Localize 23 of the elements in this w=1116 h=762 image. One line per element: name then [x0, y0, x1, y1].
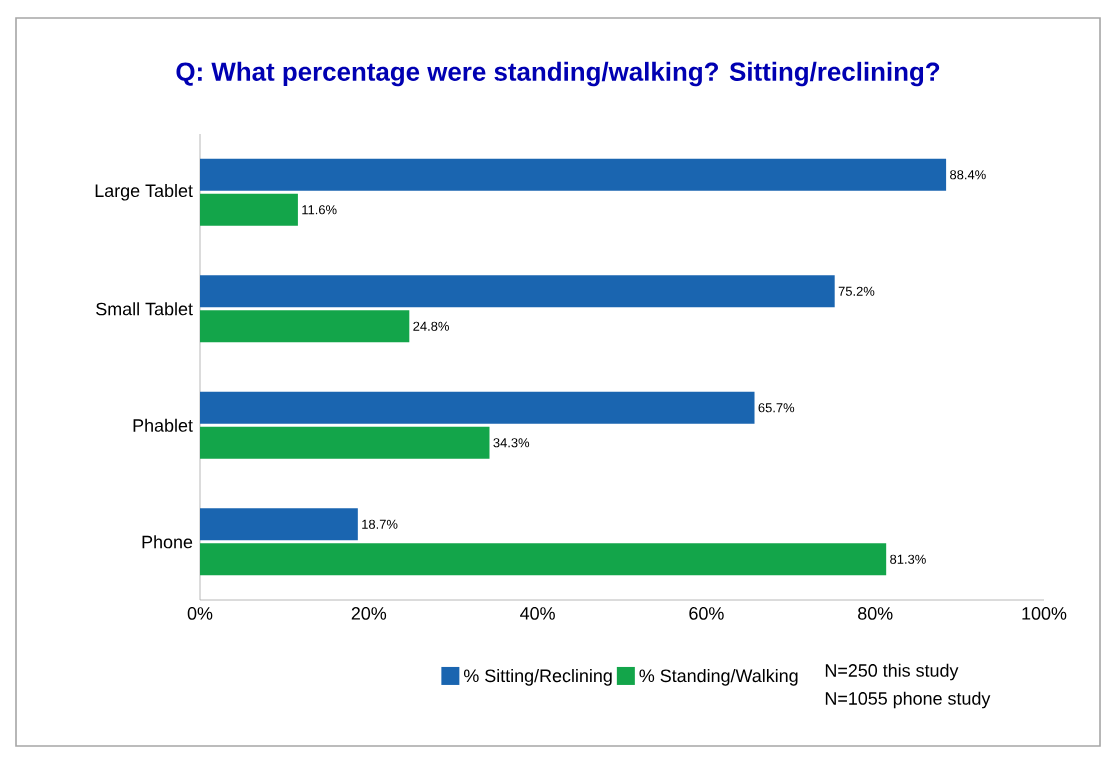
x-tick-label: 60%	[689, 607, 724, 620]
x-tick-label: 40%	[520, 607, 555, 620]
legend-label: % Standing/Walking	[639, 668, 798, 686]
y-tick-label: Phablet	[133, 418, 193, 432]
bar	[200, 391, 755, 424]
chart-title: Q: What percentage were standing/walking? Sitting/reclining?	[176, 61, 940, 87]
bar	[200, 426, 490, 459]
bar	[200, 275, 835, 308]
y-tick-label: Large Tablet	[95, 183, 193, 201]
y-tick-label: Phone	[142, 535, 193, 549]
legend-label: % Sitting/Reclining	[463, 668, 612, 686]
x-tick-label: 0%	[187, 607, 213, 620]
x-tick-label: 100%	[1022, 607, 1067, 620]
bar	[200, 193, 298, 226]
x-tick-label: 20%	[351, 607, 387, 620]
bar	[200, 158, 947, 191]
y-tick-label: Small Tablet	[96, 302, 193, 316]
text: N=250 this study	[825, 663, 959, 681]
bar	[200, 508, 358, 541]
text: N=1055 phone study	[825, 691, 991, 709]
bar	[200, 543, 887, 576]
bar	[200, 310, 410, 343]
x-tick-label: 80%	[858, 607, 893, 620]
